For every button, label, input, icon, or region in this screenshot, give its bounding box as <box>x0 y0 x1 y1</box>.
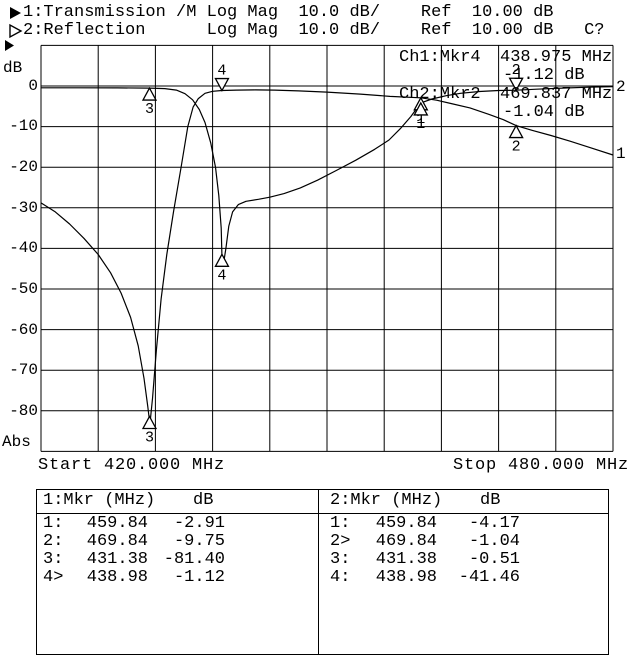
channel-2-settings: 2:Reflection Log Mag 10.0 dB/ Ref 10.00 … <box>23 21 605 40</box>
trace-1-end-label: 1 <box>616 145 626 163</box>
table2-row1-num: 1: <box>330 514 351 533</box>
table1-header-unit: dB <box>193 491 214 510</box>
marker-1-ch1-label: 1 <box>416 111 425 128</box>
y-tick-m20: -20 <box>9 158 38 176</box>
table1-row3-freq: 431.38 <box>86 550 148 569</box>
table1-row4-freq: 438.98 <box>86 568 148 587</box>
y-tick-m40: -40 <box>9 239 38 257</box>
y-tick-m80: -80 <box>9 402 38 420</box>
y-tick-m60: -60 <box>9 321 38 339</box>
marker-2-ch1-icon <box>508 124 524 139</box>
table1-row1-db: -2.91 <box>173 514 225 533</box>
ref-level-icon <box>5 40 14 51</box>
marker-3-ch1-icon <box>141 415 158 430</box>
marker-1-ch2-label: 1 <box>416 116 425 133</box>
y-tick-m50: -50 <box>9 280 38 298</box>
channel-1-settings: 1:Transmission /M Log Mag 10.0 dB/ Ref 1… <box>23 3 554 22</box>
trace-1-transmission <box>40 89 614 425</box>
marker-2-ch2-label: 2 <box>512 62 521 79</box>
table2-row4-db: -41.46 <box>458 568 520 587</box>
ch2-marker-readout-freq: 469.837 MHz <box>500 85 613 104</box>
channel-2-inactive-icon <box>9 23 23 39</box>
graticule-grid <box>40 44 614 452</box>
channel-1-active-icon <box>10 7 21 19</box>
y-tick-m70: -70 <box>9 361 38 379</box>
trace-markers: 1 2 3 4 1 2 3 4 <box>141 62 524 446</box>
table2-header-unit: dB <box>480 491 501 510</box>
ch1-marker-readout-label: Ch1:Mkr4 <box>399 48 481 67</box>
trace-2-reflection <box>41 86 614 264</box>
traces <box>40 86 614 425</box>
table1-row4-db: -1.12 <box>173 568 225 587</box>
table2-row4-freq: 438.98 <box>375 568 437 587</box>
table2-row2-db: -1.04 <box>468 532 520 551</box>
table2-row1-freq: 459.84 <box>375 514 437 533</box>
marker-4-ch1-label: 4 <box>217 63 226 80</box>
table1-row1-num: 1: <box>43 514 64 533</box>
ch2-marker-readout-label: Ch2:Mkr2 <box>399 85 481 104</box>
marker-2-ch2-icon <box>508 77 524 92</box>
marker-table-borders <box>36 489 609 655</box>
table1-row1-freq: 459.84 <box>86 514 148 533</box>
trace-2-end-label: 2 <box>616 78 626 96</box>
table1-row4-num: 4> <box>43 568 64 587</box>
stop-frequency-label: Stop 480.000 MHz <box>453 456 630 475</box>
table1-row2-freq: 469.84 <box>86 532 148 551</box>
start-frequency-label: Start 420.000 MHz <box>38 456 226 475</box>
y-axis-abs-label: Abs <box>2 433 31 451</box>
table2-row4-num: 4: <box>330 568 351 587</box>
ch2-marker-readout-value: -1.04 dB <box>503 103 585 122</box>
ch1-marker-readout-value: -1.12 dB <box>503 66 585 85</box>
y-axis-unit-label: dB <box>3 59 23 77</box>
table1-header: 1:Mkr (MHz) <box>43 491 156 510</box>
marker-3-ch1-label: 3 <box>145 429 154 446</box>
marker-3-ch2-icon <box>141 86 158 101</box>
y-tick-m10: -10 <box>9 117 38 135</box>
table2-header: 2:Mkr (MHz) <box>330 491 443 510</box>
table1-row3-db: -81.40 <box>163 550 225 569</box>
marker-4-ch2-label: 4 <box>217 267 226 284</box>
ch1-marker-readout-freq: 438.975 MHz <box>500 48 613 67</box>
table1-row2-db: -9.75 <box>173 532 225 551</box>
marker-3-ch2-label: 3 <box>145 101 154 118</box>
table2-row3-freq: 431.38 <box>375 550 437 569</box>
table2-row3-num: 3: <box>330 550 351 569</box>
table1-row3-num: 3: <box>43 550 64 569</box>
table1-row2-num: 2: <box>43 532 64 551</box>
table2-row2-num: 2> <box>330 532 351 551</box>
table2-row3-db: -0.51 <box>468 550 520 569</box>
marker-1-ch2-icon <box>413 101 429 116</box>
y-tick-m30: -30 <box>9 199 38 217</box>
marker-4-ch2-icon <box>214 252 230 267</box>
table2-row2-freq: 469.84 <box>375 532 437 551</box>
y-tick-0: 0 <box>28 77 38 95</box>
marker-4-ch1-icon <box>214 77 230 92</box>
marker-2-ch1-label: 2 <box>512 139 521 156</box>
table2-row1-db: -4.17 <box>468 514 520 533</box>
